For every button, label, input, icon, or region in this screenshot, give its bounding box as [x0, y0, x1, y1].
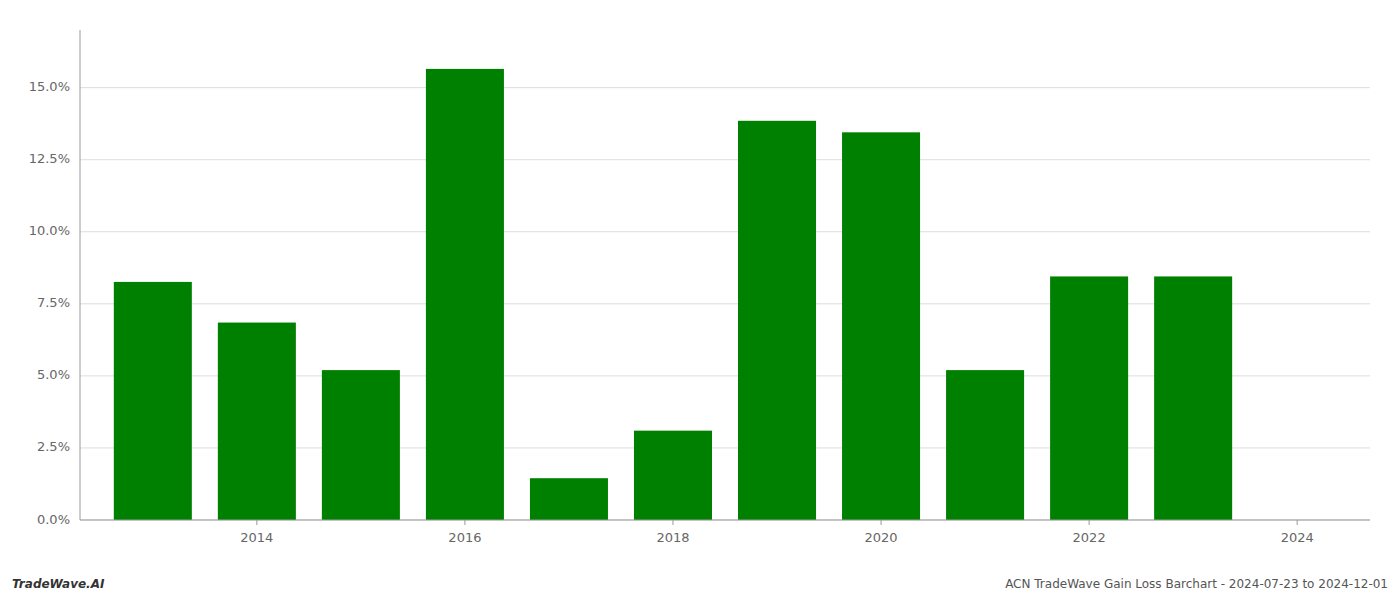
x-tick-label: 2020	[865, 530, 898, 545]
bar	[322, 370, 400, 520]
grid-line	[80, 231, 1370, 232]
grid-line	[80, 520, 1370, 521]
y-tick-label: 7.5%	[37, 295, 70, 310]
y-grid	[80, 88, 1370, 520]
bar	[1154, 276, 1232, 520]
x-axis-line	[80, 520, 1370, 521]
x-tick-label: 2022	[1073, 530, 1106, 545]
y-tick-label: 5.0%	[37, 367, 70, 382]
bar	[946, 370, 1024, 520]
chart-svg: 0.0%2.5%5.0%7.5%10.0%12.5%15.0%201420162…	[0, 0, 1400, 600]
grid-line	[80, 159, 1370, 160]
bar	[114, 282, 192, 520]
chart-container: 0.0%2.5%5.0%7.5%10.0%12.5%15.0%201420162…	[0, 0, 1400, 600]
bar	[738, 121, 816, 520]
y-tick-label: 0.0%	[37, 512, 70, 527]
y-tick-label: 10.0%	[29, 223, 70, 238]
bar	[218, 323, 296, 520]
x-tick	[256, 520, 257, 525]
y-tick-label: 12.5%	[29, 151, 70, 166]
x-tick	[464, 520, 465, 525]
y-tick-label: 2.5%	[37, 439, 70, 454]
x-tick-label: 2024	[1281, 530, 1314, 545]
footer-right: ACN TradeWave Gain Loss Barchart - 2024-…	[1005, 577, 1388, 591]
y-tick-labels: 0.0% 2.5% 5.0% 7.5% 10.0% 12.5% 15.0%	[29, 79, 70, 526]
x-ticks: 2014 2016 2018 2020 2022 2024	[240, 520, 1313, 545]
grid-line	[80, 87, 1370, 88]
bar	[1050, 276, 1128, 520]
footer-left: TradeWave.AI	[12, 577, 105, 591]
x-tick	[1297, 520, 1298, 525]
x-tick-label: 2018	[656, 530, 689, 545]
x-tick	[672, 520, 673, 525]
bars	[114, 69, 1232, 520]
bar	[634, 431, 712, 520]
bar	[530, 478, 608, 520]
x-tick	[881, 520, 882, 525]
bar	[426, 69, 504, 520]
x-tick-label: 2014	[240, 530, 273, 545]
bar	[842, 132, 920, 520]
x-tick-label: 2016	[448, 530, 481, 545]
y-axis-line	[80, 30, 81, 520]
x-tick	[1089, 520, 1090, 525]
y-tick-label: 15.0%	[29, 79, 70, 94]
